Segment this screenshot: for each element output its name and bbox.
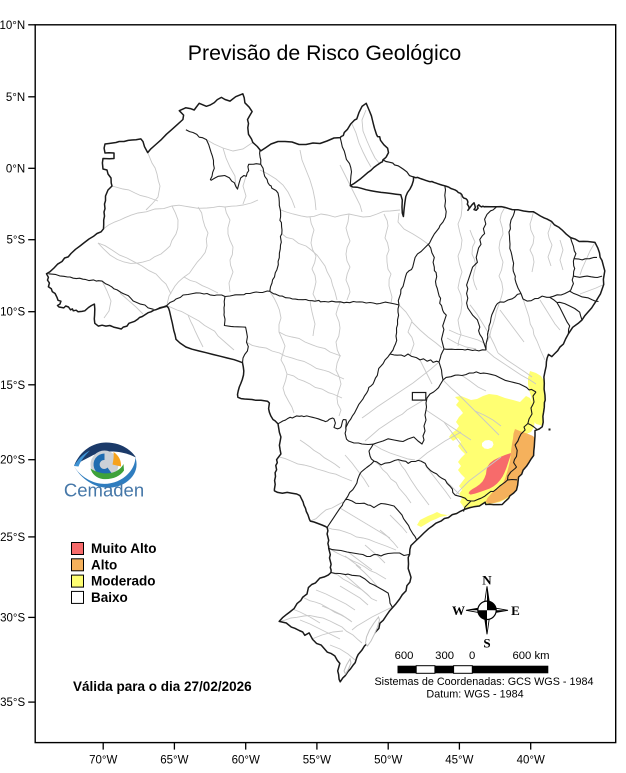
svg-text:600 km: 600 km xyxy=(512,650,549,662)
svg-text:10°N: 10°N xyxy=(0,20,25,32)
svg-text:300: 300 xyxy=(435,650,454,662)
svg-text:50°W: 50°W xyxy=(374,755,402,767)
svg-text:5°N: 5°N xyxy=(6,92,25,104)
svg-text:Baixo: Baixo xyxy=(91,590,128,605)
svg-text:Datum: WGS - 1984: Datum: WGS - 1984 xyxy=(426,689,523,701)
svg-text:35°S: 35°S xyxy=(0,697,25,709)
svg-text:0°N: 0°N xyxy=(6,163,25,175)
svg-text:E: E xyxy=(511,603,520,618)
svg-text:S: S xyxy=(483,636,490,651)
svg-text:45°W: 45°W xyxy=(445,755,473,767)
svg-text:5°S: 5°S xyxy=(7,235,26,247)
svg-text:40°W: 40°W xyxy=(517,755,545,767)
svg-text:Moderado: Moderado xyxy=(91,574,156,589)
svg-text:0: 0 xyxy=(469,650,475,662)
svg-text:Muito Alto: Muito Alto xyxy=(91,541,156,556)
svg-text:55°W: 55°W xyxy=(303,755,331,767)
svg-text:Válida para o dia 27/02/2026: Válida para o dia 27/02/2026 xyxy=(73,679,252,694)
svg-text:W: W xyxy=(452,603,465,618)
svg-text:Alto: Alto xyxy=(91,557,117,572)
svg-text:Cemaden: Cemaden xyxy=(64,480,144,501)
svg-text:15°S: 15°S xyxy=(0,380,25,392)
svg-text:65°W: 65°W xyxy=(160,755,188,767)
svg-text:Sistemas de Coordenadas: GCS W: Sistemas de Coordenadas: GCS WGS - 1984 xyxy=(374,676,593,688)
svg-text:70°W: 70°W xyxy=(89,755,117,767)
svg-text:600: 600 xyxy=(395,650,414,662)
svg-text:30°S: 30°S xyxy=(0,612,25,624)
svg-text:60°W: 60°W xyxy=(232,755,260,767)
svg-text:N: N xyxy=(482,573,492,588)
svg-text:20°S: 20°S xyxy=(0,455,25,467)
svg-text:25°S: 25°S xyxy=(0,532,25,544)
svg-text:Previsão de Risco Geológico: Previsão de Risco Geológico xyxy=(188,41,461,65)
svg-text:10°S: 10°S xyxy=(0,307,25,319)
